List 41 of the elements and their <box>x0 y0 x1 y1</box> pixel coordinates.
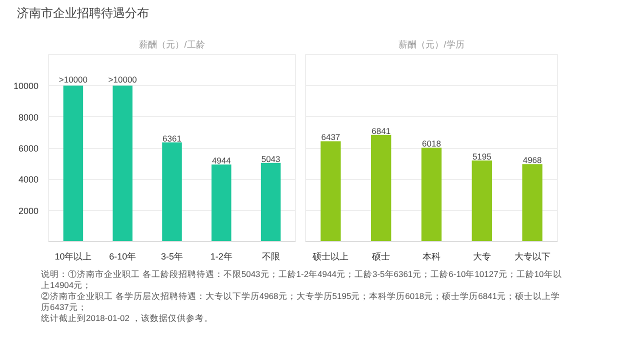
bar <box>212 164 232 242</box>
bar <box>320 141 341 242</box>
x-tick-label: 10年以上 <box>54 252 92 262</box>
text: ②济南市企业职工 各学历层次招聘待遇：大专以下学历4968元；大专学历5195元；本科学历6018元；硕士学历6841元；硕士以上学历6437元； <box>41 291 560 312</box>
x-tick-label: 本科 <box>422 252 440 262</box>
y-tick-label: 6000 <box>18 144 39 154</box>
data-label: 5043 <box>261 154 281 164</box>
chart-subtitle: 薪酬（元）/学历 <box>398 40 464 50</box>
chart-subtitle: 薪酬（元）/工龄 <box>139 40 205 50</box>
data-label: 6841 <box>372 126 391 136</box>
bar <box>63 86 84 242</box>
bar <box>260 162 281 242</box>
x-tick-label: 不限 <box>262 252 280 262</box>
y-tick-label: 10000 <box>13 81 39 92</box>
bar <box>112 86 132 242</box>
x-tick-label: 大专以下 <box>514 252 550 262</box>
data-label: >10000 <box>58 74 88 85</box>
text: 说明：①济南市企业职工 各工龄段招聘待遇：不限5043元；工龄1-2年4944元；工龄3-5年6361元；工龄6-10年10127元；工龄10年以上14904元； <box>41 269 562 290</box>
x-tick-label: 硕士 <box>371 252 390 262</box>
y-tick-label: 4000 <box>18 174 39 185</box>
bar <box>371 134 392 242</box>
bar <box>522 164 542 242</box>
data-label: 6018 <box>422 138 442 149</box>
bar <box>421 148 442 242</box>
text: 统计截止到2018-01-02 ，该数据仅供参考。 <box>41 313 213 324</box>
chart-title: 济南市企业招聘待遇分布 <box>17 5 149 22</box>
x-tick-label: 6-10年 <box>109 252 136 262</box>
data-label: >10000 <box>108 74 138 85</box>
bar <box>472 160 492 242</box>
x-tick-label: 大专 <box>472 252 491 262</box>
y-tick-label: 2000 <box>18 206 39 216</box>
y-tick-label: 8000 <box>18 112 39 122</box>
data-label: 5195 <box>472 152 492 162</box>
data-label: 4944 <box>212 155 232 166</box>
data-label: 4968 <box>522 155 542 166</box>
x-tick-label: 3-5年 <box>160 252 184 262</box>
bar <box>162 142 182 242</box>
data-label: 6437 <box>321 132 340 142</box>
x-tick-label: 1-2年 <box>210 252 232 262</box>
x-tick-label: 硕士以上 <box>312 252 349 262</box>
data-label: 6361 <box>162 133 182 144</box>
